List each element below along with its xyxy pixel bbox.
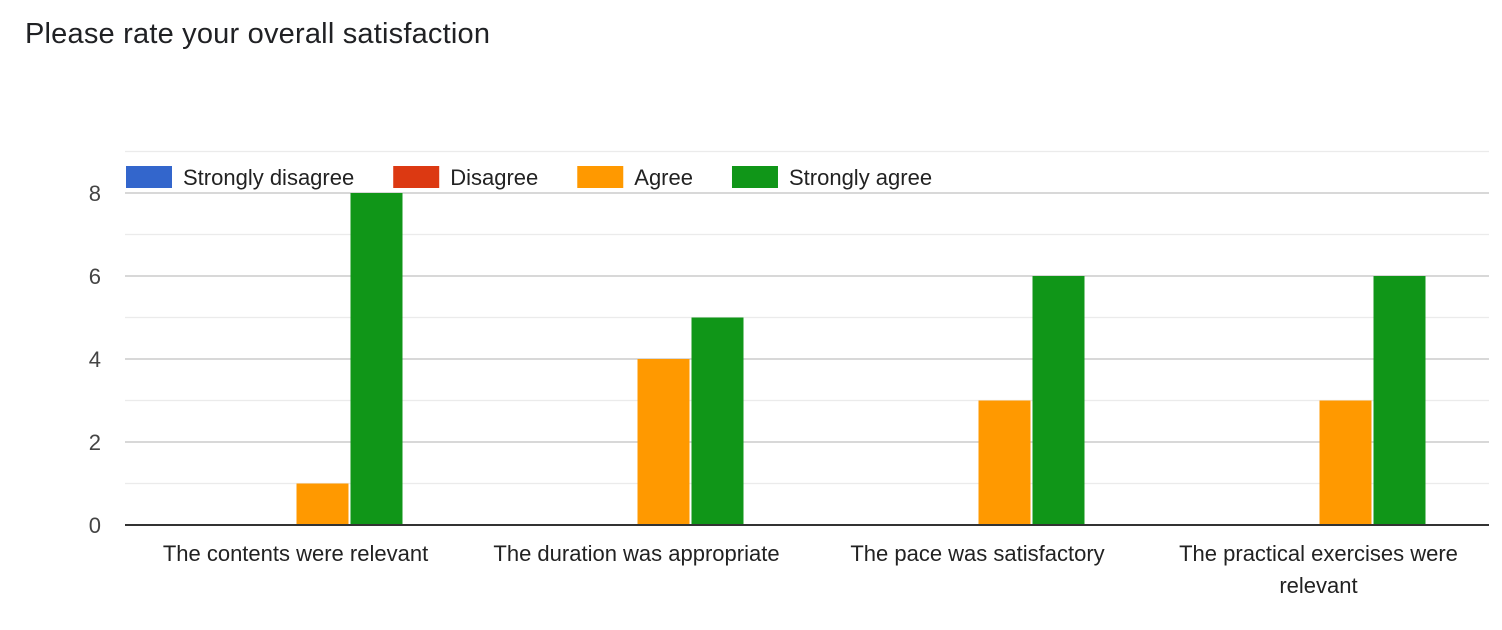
bar[interactable]	[1319, 400, 1372, 526]
bar[interactable]	[296, 483, 349, 526]
x-axis-labels: The contents were relevant The duration w…	[163, 541, 1458, 598]
legend-swatch	[393, 166, 440, 188]
legend-label: Agree	[634, 165, 693, 190]
legend-item[interactable]: Strongly disagree	[126, 165, 354, 190]
y-tick-label: 0	[89, 513, 101, 538]
chart-title: Please rate your overall satisfaction	[25, 18, 491, 50]
legend-swatch	[577, 166, 624, 188]
legend-item[interactable]: Agree	[577, 165, 693, 190]
legend-item[interactable]: Strongly agree	[731, 165, 932, 190]
y-axis-ticks: 0 2 4 6 8	[89, 181, 101, 538]
x-tick-label: The contents were relevant	[163, 541, 428, 566]
y-tick-label: 8	[89, 181, 101, 206]
gridlines	[125, 150, 1489, 485]
x-tick-label: The pace was satisfactory	[850, 541, 1104, 566]
bar[interactable]	[1032, 276, 1085, 525]
bar[interactable]	[637, 359, 690, 525]
bar[interactable]	[350, 193, 403, 525]
legend-swatch	[126, 166, 172, 188]
y-tick-label: 4	[89, 347, 101, 372]
y-tick-label: 2	[89, 430, 101, 455]
legend[interactable]: Strongly disagree Disagree Agree Strongly a…	[126, 165, 932, 190]
x-tick-label: The duration was appropriate	[493, 541, 779, 566]
legend-label: Disagree	[450, 165, 538, 190]
legend-label: Strongly agree	[789, 165, 932, 190]
bars	[296, 193, 1426, 526]
legend-swatch	[731, 166, 778, 188]
y-tick-label: 6	[89, 264, 101, 289]
legend-item[interactable]: Disagree	[393, 165, 538, 190]
legend-label: Strongly disagree	[183, 165, 354, 190]
x-tick-label: The practical exercises were relevant	[1179, 541, 1458, 598]
bar[interactable]	[978, 400, 1031, 526]
bar[interactable]	[691, 317, 744, 526]
bar[interactable]	[1373, 276, 1426, 525]
